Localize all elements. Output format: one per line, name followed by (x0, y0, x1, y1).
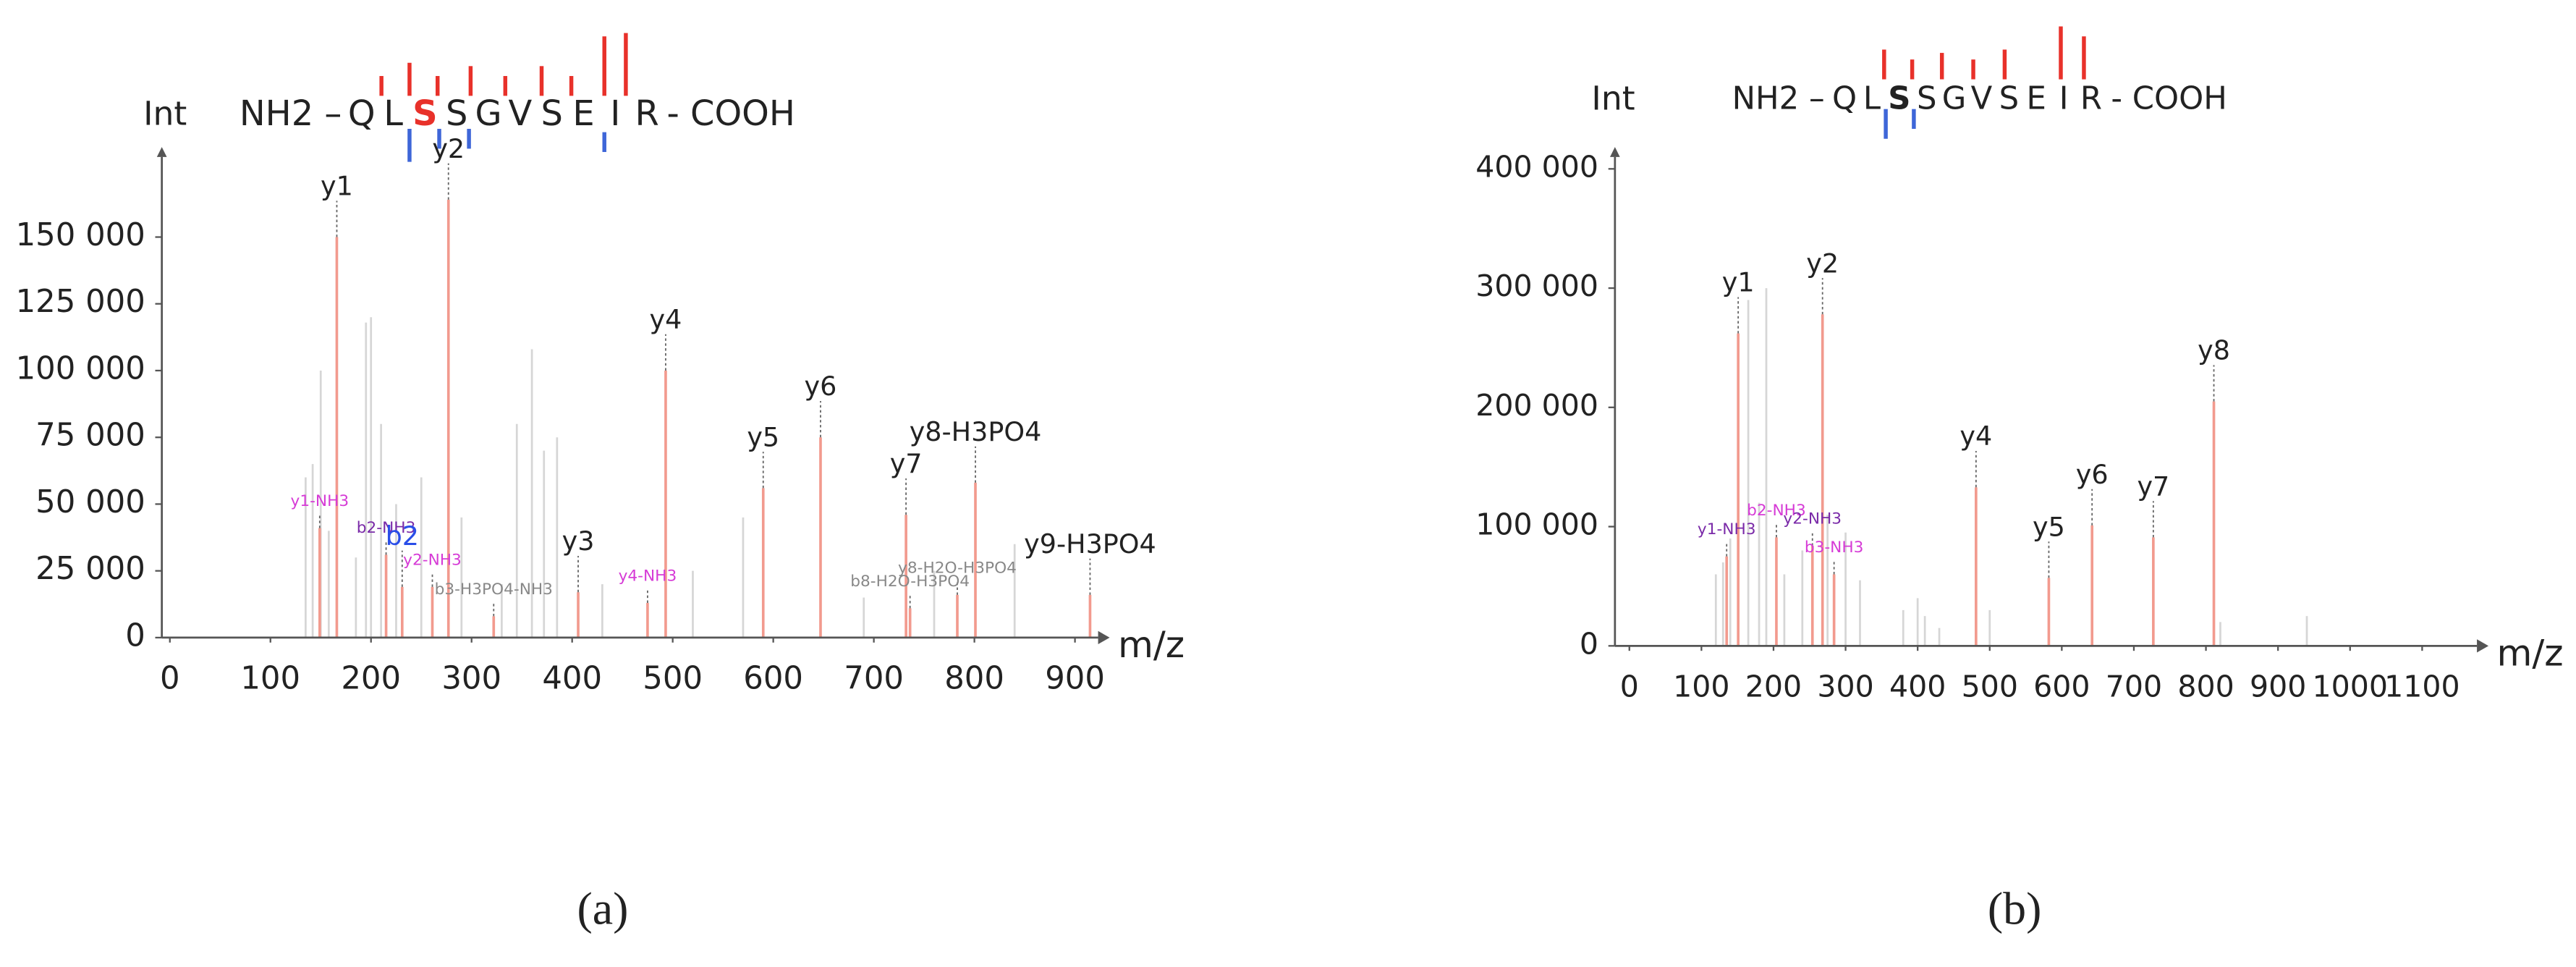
peak-label: y8-H2O-H3PO4 (898, 559, 1017, 577)
y-axis-arrow (1610, 147, 1620, 157)
x-tick-label: 1000 (2313, 670, 2389, 704)
peak-label: y3 (562, 525, 595, 557)
residue: I (2059, 81, 2069, 117)
y-tick-label: 25 000 (35, 551, 145, 587)
peak-label: y9-H3PO4 (1024, 528, 1156, 559)
peak-label: b2 (386, 520, 419, 552)
y-tick-label: 0 (125, 617, 145, 654)
peak-label: y1-NH3 (1698, 520, 1756, 539)
x-tick-label: 900 (2250, 670, 2306, 704)
residue: Q (1832, 81, 1857, 117)
y-axis-arrow (156, 147, 167, 157)
coverage-marks (379, 26, 2086, 162)
peak-label: y4 (1959, 421, 1992, 452)
peak-label: y4 (650, 304, 682, 335)
x-tick-label: 0 (160, 661, 180, 697)
y-tick-label: 150 000 (16, 217, 145, 253)
peak-label: y7 (890, 448, 923, 479)
residue: S (1917, 81, 1937, 117)
residue: S (446, 94, 467, 134)
x-tick-label: 400 (1889, 670, 1946, 704)
y-tick-label: 400 000 (1475, 149, 1598, 184)
x-tick-label: 700 (844, 661, 904, 697)
panel-label: (b) (1988, 883, 2041, 934)
y-axis-label: Int (1591, 80, 1635, 118)
x-tick-label: 100 (240, 661, 300, 697)
y-tick-label: 75 000 (35, 418, 145, 454)
x-axis-arrow (2477, 639, 2489, 653)
x-tick-label: 300 (441, 661, 501, 697)
sequence-prefix: NH2 – (1732, 81, 1825, 117)
x-tick-label: 500 (1962, 670, 2018, 704)
x-axis-label: m/z (1118, 623, 1185, 666)
peak-label: y2 (432, 133, 465, 164)
peak-label: y5 (2033, 511, 2065, 542)
x-tick-label: 600 (743, 661, 803, 697)
peak-label: y2-NH3 (403, 551, 462, 569)
peak-label: y4-NH3 (619, 567, 677, 585)
x-tick-label: 900 (1045, 661, 1105, 697)
peak-label: b3-NH3 (1805, 539, 1864, 557)
x-tick-label: 100 (1673, 670, 1729, 704)
x-tick-label: 200 (341, 661, 401, 697)
y-axis-label: Int (143, 94, 187, 132)
peak-label: y1 (1722, 267, 1755, 298)
x-axis-arrow (1098, 630, 1110, 645)
peak-label: y5 (747, 421, 779, 452)
x-tick-label: 700 (2106, 670, 2162, 704)
y-tick-label: 200 000 (1475, 388, 1598, 423)
peak-label: b2-NH3 (357, 519, 416, 537)
y-tick-label: 0 (1580, 626, 1598, 661)
x-tick-label: 400 (542, 661, 602, 697)
peak-label: b2-NH3 (1747, 502, 1806, 520)
x-tick-label: 800 (2177, 670, 2234, 704)
x-tick-label: 600 (2033, 670, 2090, 704)
sequence-suffix: - COOH (2111, 81, 2227, 117)
y-tick-label: 100 000 (1475, 507, 1598, 542)
peak-label: b8-H2O-H3PO4 (850, 573, 970, 591)
x-tick-label: 500 (643, 661, 703, 697)
residue: L (384, 94, 403, 134)
y-tick-label: 50 000 (35, 484, 145, 520)
peak-label: y2 (1806, 248, 1839, 279)
x-tick-label: 300 (1817, 670, 1873, 704)
x-tick-label: 1100 (2384, 670, 2460, 704)
y-tick-label: 100 000 (16, 350, 145, 387)
residue: G (1942, 81, 1967, 117)
peak-label: y1 (321, 171, 353, 202)
residue: E (2027, 81, 2046, 117)
peak-label: y6 (2076, 459, 2109, 490)
peak-label: y1-NH3 (291, 492, 349, 510)
residue: G (475, 94, 501, 134)
residue: I (610, 94, 620, 134)
peak-label: y7 (2137, 470, 2169, 502)
residue: E (572, 94, 594, 134)
x-tick-label: 200 (1745, 670, 1802, 704)
residue: S (541, 94, 562, 134)
residue: V (508, 94, 532, 134)
peak-label: y6 (805, 371, 837, 402)
sequence-prefix: NH2 – (240, 94, 342, 134)
x-tick-label: 0 (1620, 670, 1639, 704)
y-tick-label: 300 000 (1475, 269, 1598, 303)
x-axis-label: m/z (2496, 632, 2563, 675)
residue: L (1863, 81, 1881, 117)
residue: R (635, 94, 658, 134)
residue: V (1971, 81, 1993, 117)
residue: S (412, 94, 438, 134)
x-tick-label: 800 (944, 661, 1004, 697)
residue: S (1888, 81, 1910, 117)
residue: S (1999, 81, 2020, 117)
y-tick-label: 125 000 (16, 284, 145, 320)
panel-label: (a) (577, 883, 628, 934)
residue: R (2080, 81, 2102, 117)
peak-label: y2-NH3 (1783, 510, 1842, 528)
peak-label: y8-H3PO4 (910, 416, 1042, 447)
peak-label: y8 (2198, 335, 2230, 366)
residue: Q (348, 94, 376, 134)
sequence-suffix: - COOH (666, 94, 795, 134)
peak-label: b3-H3PO4-NH3 (435, 580, 553, 599)
